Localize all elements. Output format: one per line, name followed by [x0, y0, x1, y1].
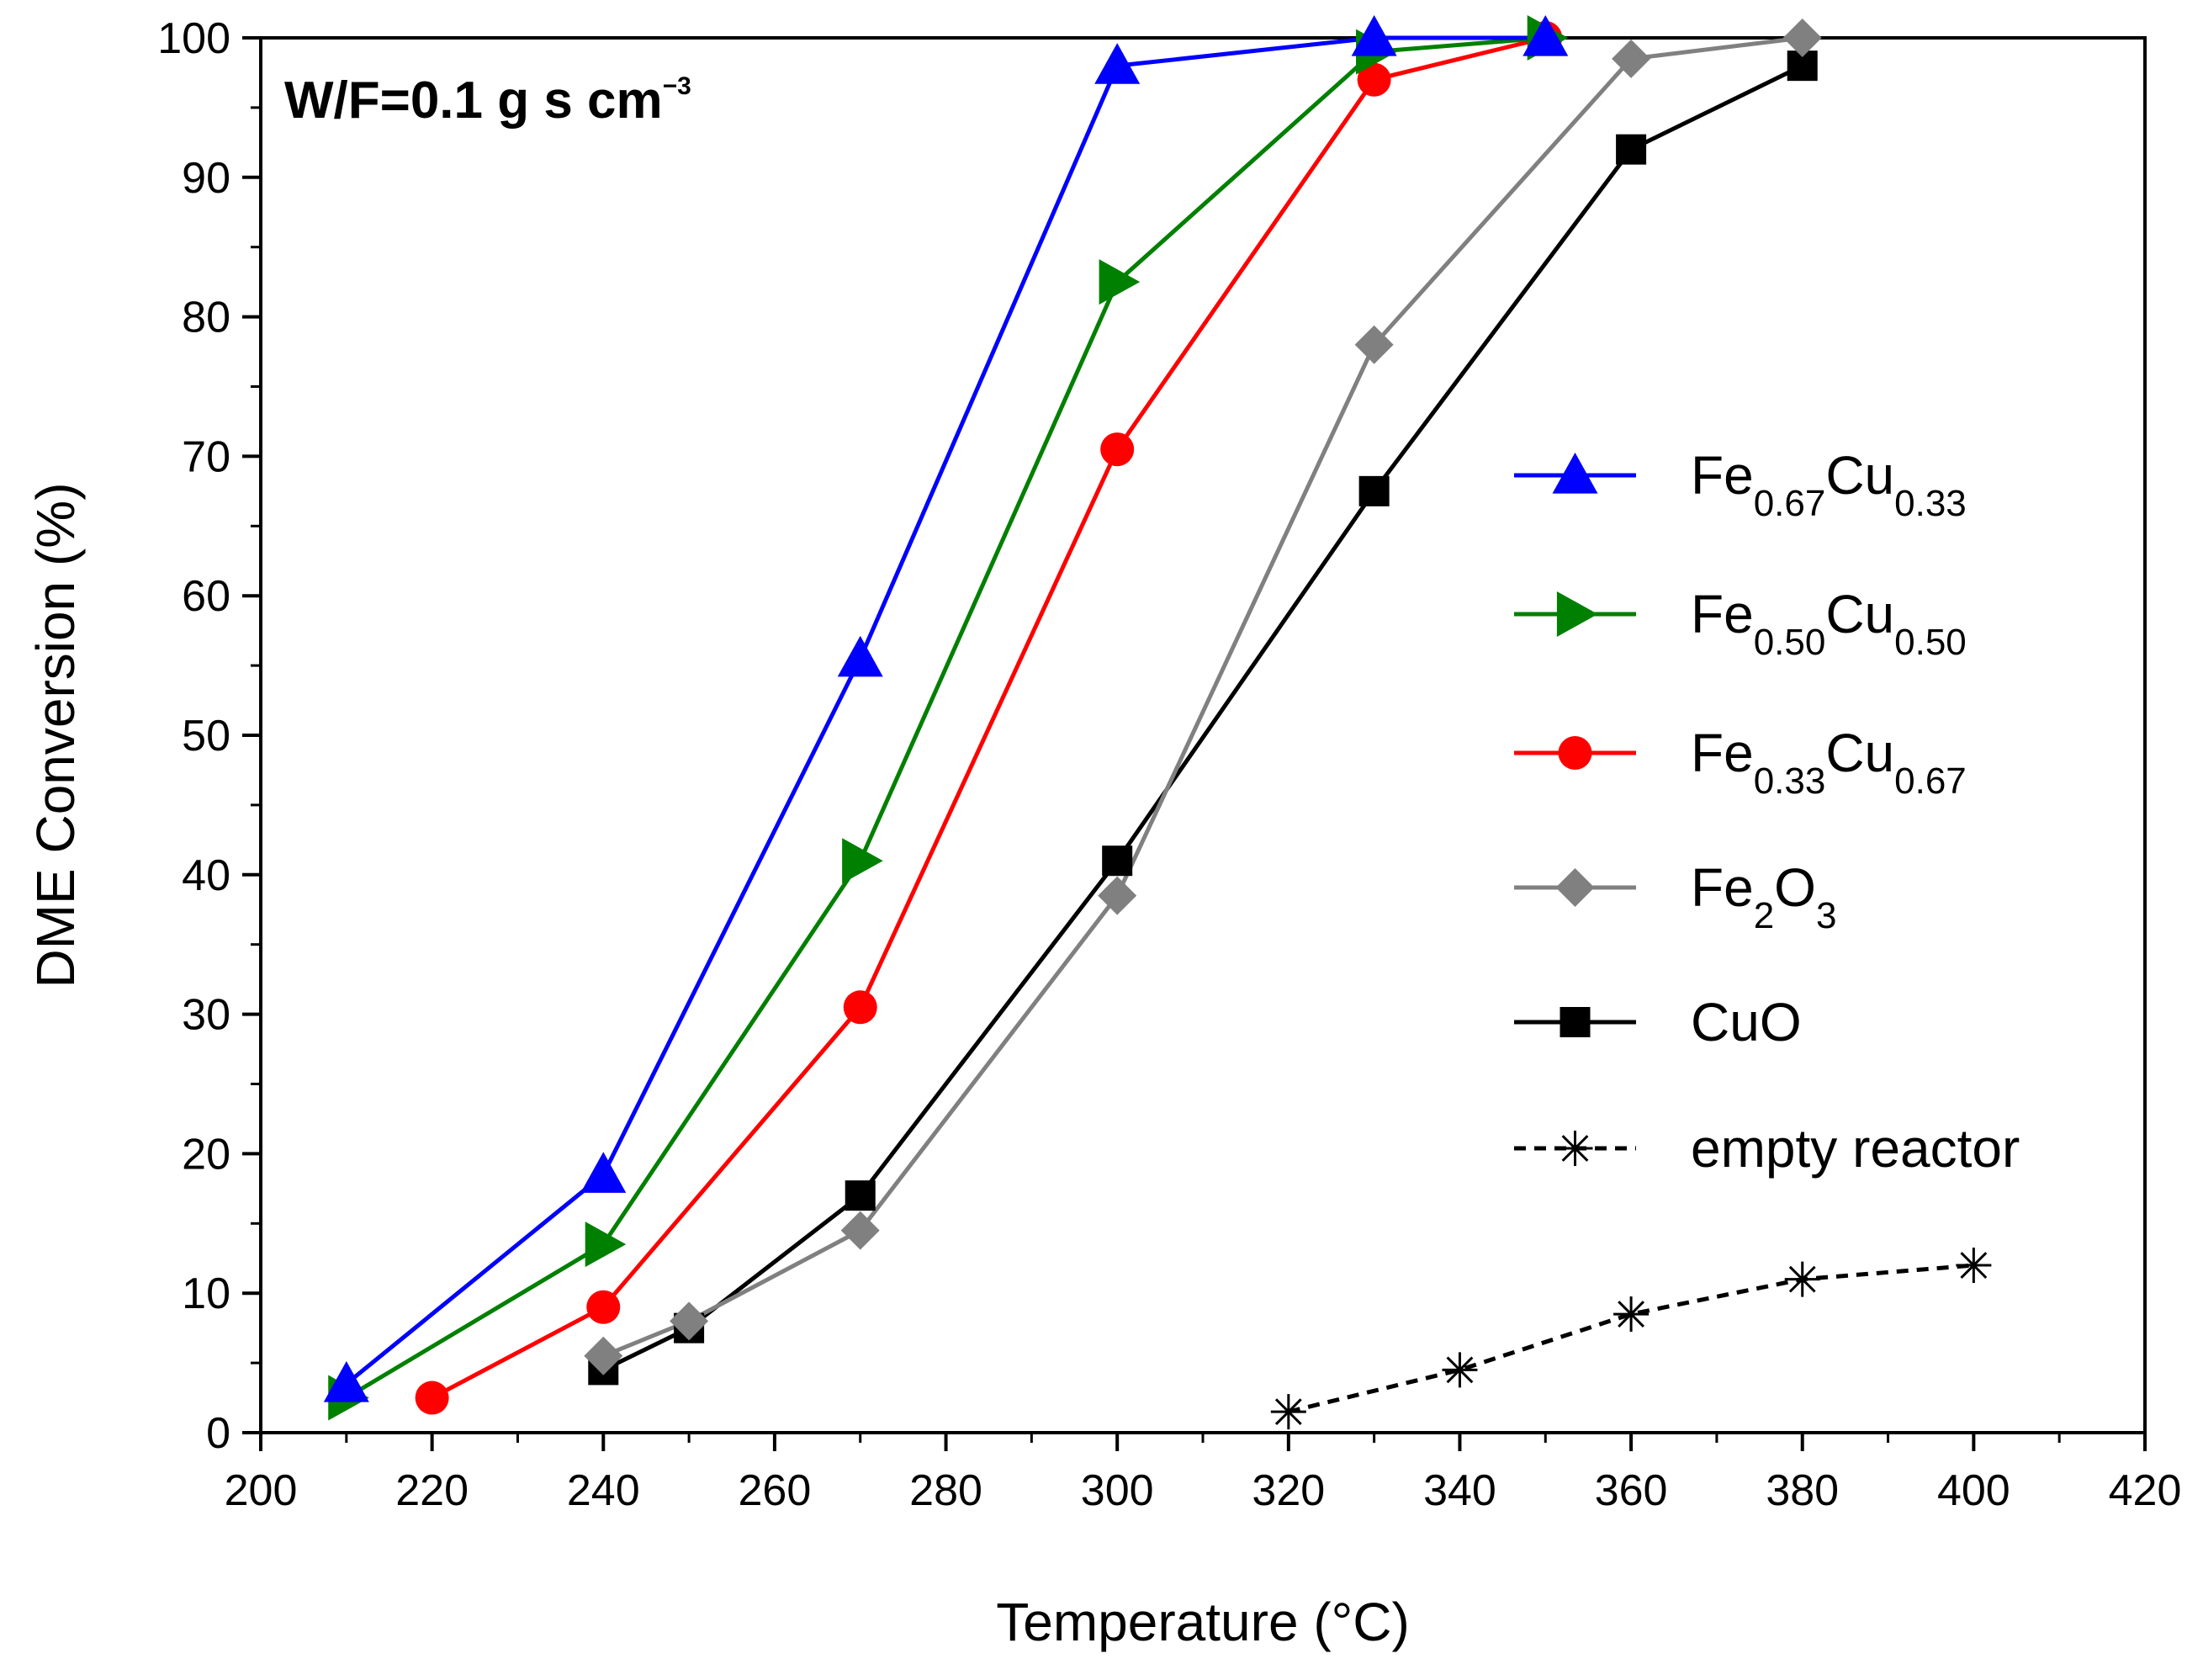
legend-label: Fe0.50Cu0.50 — [1691, 584, 1967, 663]
data-point — [1784, 1261, 1820, 1297]
data-point — [845, 1180, 876, 1211]
series-line — [345, 35, 1546, 1400]
x-tick-label: 380 — [1766, 1466, 1839, 1515]
data-point — [580, 1152, 627, 1193]
legend-label-part: 0.67 — [1754, 483, 1826, 524]
legend-label-part: Cu — [1825, 723, 1894, 783]
legend-label-part: CuO — [1691, 992, 1802, 1052]
data-point — [1102, 845, 1133, 877]
legend-marker — [1552, 453, 1598, 494]
x-tick-label: 240 — [567, 1466, 640, 1515]
legend-label-part: 3 — [1816, 895, 1836, 936]
legend-marker — [1557, 1131, 1593, 1166]
x-tick-label: 420 — [2109, 1466, 2182, 1515]
x-tick-label: 220 — [395, 1466, 469, 1515]
data-point — [1616, 134, 1647, 165]
y-tick-label: 30 — [182, 991, 230, 1040]
data-point — [1351, 15, 1397, 56]
data-point — [1523, 15, 1569, 56]
series-line — [1288, 1263, 1974, 1414]
y-tick-label: 50 — [182, 712, 230, 761]
data-point — [586, 1290, 621, 1324]
x-tick-label: 320 — [1252, 1466, 1325, 1515]
data-point — [1270, 1394, 1306, 1430]
data-point — [1098, 876, 1137, 915]
y-tick-label: 20 — [182, 1130, 230, 1179]
legend-label-part: 0.33 — [1894, 483, 1967, 524]
y-tick-label: 60 — [182, 572, 230, 621]
x-tick-label: 300 — [1081, 1466, 1154, 1515]
legend-label-part: Cu — [1825, 584, 1894, 644]
legend: Fe0.67Cu0.33Fe0.50Cu0.50Fe0.33Cu0.67Fe2O… — [1514, 445, 2020, 1179]
data-point — [584, 1336, 623, 1375]
y-tick-label: 40 — [182, 851, 230, 900]
data-point — [1094, 43, 1141, 84]
legend-label: Fe0.33Cu0.67 — [1691, 723, 1967, 802]
legend-label-part: Fe — [1691, 445, 1754, 506]
data-point — [837, 635, 883, 677]
series-line — [602, 35, 1803, 1359]
x-axis-title: Temperature (°C) — [996, 1592, 1410, 1652]
legend-label-part: Fe — [1691, 857, 1754, 918]
legend-label-part: 0.50 — [1754, 622, 1826, 663]
data-point — [840, 1211, 880, 1250]
series-line — [602, 63, 1803, 1372]
axis-ticks — [242, 36, 2147, 1451]
data-point — [1354, 325, 1394, 364]
annotation-sup: −3 — [663, 72, 691, 100]
legend-marker — [1555, 868, 1595, 907]
y-tick-label: 90 — [182, 154, 230, 203]
series-line — [345, 35, 1546, 1386]
legend-marker — [1556, 591, 1598, 637]
data-point — [842, 838, 883, 884]
data-point — [1442, 1352, 1478, 1388]
legend-label-part: 0.33 — [1754, 761, 1826, 802]
x-tick-label: 360 — [1595, 1466, 1668, 1515]
y-tick-label: 0 — [206, 1409, 230, 1458]
series-line — [431, 35, 1546, 1400]
x-tick-label: 400 — [1937, 1466, 2010, 1515]
data-point — [670, 1301, 709, 1341]
annotation-wf: W/F=0.1 g s cm−3 — [284, 72, 691, 130]
legend-label-part: Fe — [1691, 584, 1754, 644]
data-point — [585, 1222, 627, 1268]
x-tick-label: 260 — [739, 1466, 812, 1515]
legend-label: empty reactor — [1691, 1118, 2020, 1179]
y-tick-label: 100 — [157, 14, 230, 63]
data-point — [415, 1381, 449, 1415]
legend-label-part: 2 — [1754, 895, 1774, 936]
data-point — [1099, 259, 1141, 305]
legend-marker — [1558, 736, 1592, 770]
legend-label-part: 0.67 — [1894, 761, 1967, 802]
data-point — [323, 1360, 369, 1402]
legend-label: Fe0.67Cu0.33 — [1691, 445, 1967, 524]
data-point — [1612, 39, 1651, 78]
legend-label-part: Cu — [1825, 445, 1894, 506]
x-tick-label: 280 — [909, 1466, 982, 1515]
data-point — [1613, 1296, 1650, 1333]
x-tick-label: 200 — [225, 1466, 298, 1515]
legend-marker — [1560, 1007, 1591, 1037]
legend-label-part: O — [1774, 857, 1816, 918]
legend-label-part: 0.50 — [1894, 622, 1967, 663]
y-tick-label: 10 — [182, 1269, 230, 1318]
data-point — [1357, 62, 1391, 97]
y-tick-label: 80 — [182, 294, 230, 342]
legend-label-part: Fe — [1691, 723, 1754, 783]
annotation-base: W/F=0.1 g s cm — [284, 72, 663, 130]
data-point — [1358, 475, 1390, 506]
y-tick-label: 70 — [182, 432, 230, 481]
legend-label: CuO — [1691, 992, 1802, 1052]
tick-labels: 200 220 240 260 280 300 320 340 360 380 400 4200102… — [157, 14, 2181, 1515]
legend-label-part: empty reactor — [1691, 1118, 2020, 1179]
series-markers — [323, 15, 1992, 1430]
x-tick-label: 340 — [1423, 1466, 1496, 1515]
y-axis-title: DME Conversion (%) — [25, 482, 86, 988]
data-point — [1956, 1248, 1992, 1284]
data-point — [1782, 19, 1822, 57]
data-point — [1100, 432, 1135, 467]
data-point — [843, 990, 877, 1025]
legend-label: Fe2O3 — [1691, 857, 1836, 936]
